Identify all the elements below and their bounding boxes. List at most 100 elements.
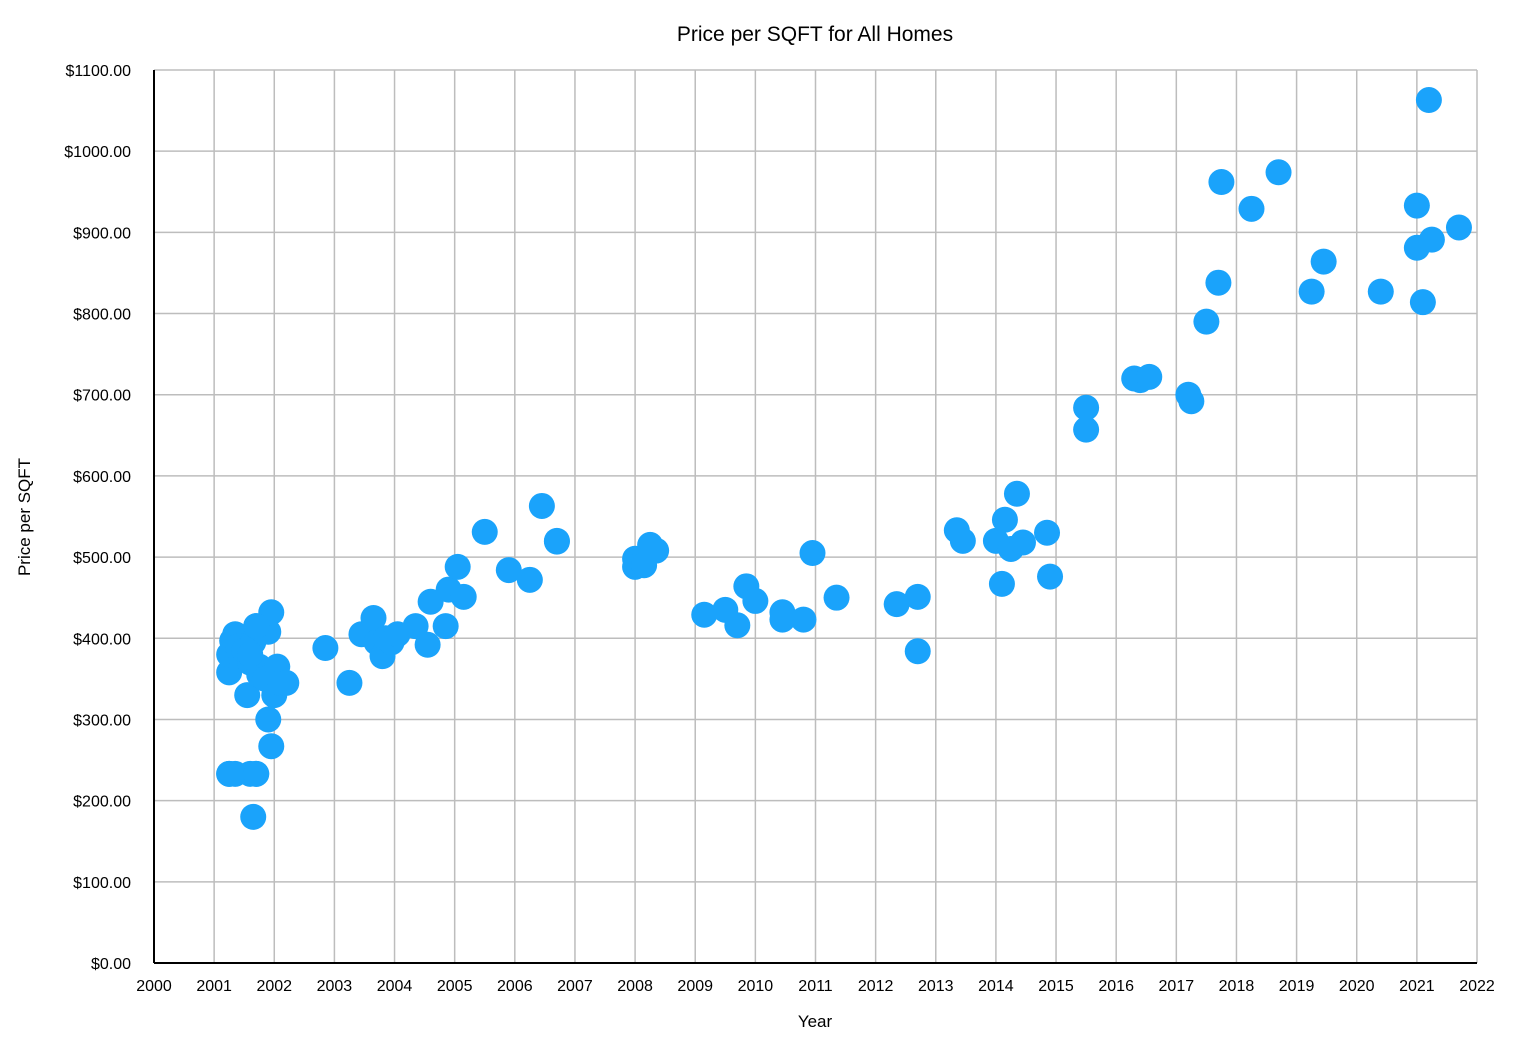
data-point: [516, 566, 543, 593]
y-tick-label: $0.00: [91, 956, 131, 973]
data-point: [543, 528, 570, 555]
data-point: [769, 606, 796, 633]
data-point: [949, 527, 976, 554]
data-point: [237, 641, 264, 668]
y-tick-label: $700.00: [73, 388, 131, 405]
y-tick-label: $900.00: [73, 225, 131, 242]
data-points: [216, 87, 1472, 830]
data-point: [724, 612, 751, 639]
data-point: [1298, 278, 1325, 305]
x-tick-label: 2010: [738, 978, 774, 995]
data-point: [234, 682, 261, 709]
x-tick-label: 2008: [617, 978, 653, 995]
data-point: [273, 669, 300, 696]
y-tick-label: $800.00: [73, 307, 131, 324]
data-point: [471, 518, 498, 545]
data-point: [1037, 563, 1064, 590]
data-point: [402, 613, 429, 640]
x-axis-title: Year: [798, 1012, 833, 1031]
x-tick-label: 2022: [1459, 978, 1495, 995]
x-tick-label: 2003: [317, 978, 353, 995]
data-point: [444, 553, 471, 580]
chart-title: Price per SQFT for All Homes: [677, 23, 953, 46]
y-axis-title: Price per SQFT: [15, 458, 34, 576]
data-point: [643, 537, 670, 564]
y-tick-label: $100.00: [73, 875, 131, 892]
data-point: [1034, 519, 1061, 546]
data-point: [360, 604, 387, 631]
y-tick-labels: $0.00 $100.00 $200.00 $300.00 $400.00 $500.00…: [64, 63, 131, 973]
x-tick-label: 2016: [1098, 978, 1134, 995]
data-point: [1265, 159, 1292, 186]
x-tick-label: 2019: [1279, 978, 1315, 995]
data-point: [1193, 308, 1220, 335]
data-point: [1403, 192, 1430, 219]
data-point: [414, 631, 441, 658]
x-tick-label: 2011: [798, 978, 833, 995]
x-tick-label: 2009: [677, 978, 713, 995]
data-point: [1445, 214, 1472, 241]
data-point: [432, 613, 459, 640]
data-point: [240, 803, 267, 830]
x-tick-label: 2018: [1219, 978, 1255, 995]
y-tick-label: $200.00: [73, 794, 131, 811]
x-tick-label: 2017: [1159, 978, 1195, 995]
data-point: [1009, 529, 1036, 556]
x-tick-label: 2021: [1399, 978, 1435, 995]
data-point: [1367, 278, 1394, 305]
data-point: [691, 601, 718, 628]
data-point: [988, 570, 1015, 597]
x-tick-label: 2013: [918, 978, 954, 995]
data-point: [312, 635, 339, 662]
data-point: [450, 583, 477, 610]
data-point: [1310, 248, 1337, 275]
x-tick-label: 2020: [1339, 978, 1375, 995]
axes: [153, 70, 1477, 964]
x-tick-label: 2006: [497, 978, 533, 995]
data-point: [336, 669, 363, 696]
x-tick-label: 2007: [557, 978, 593, 995]
data-point: [255, 706, 282, 733]
x-tick-label: 2012: [858, 978, 894, 995]
data-point: [1409, 289, 1436, 316]
x-tick-label: 2015: [1038, 978, 1074, 995]
y-tick-label: $1100.00: [65, 63, 131, 80]
data-point: [243, 760, 270, 787]
data-point: [790, 606, 817, 633]
x-tick-label: 2001: [196, 978, 232, 995]
data-point: [1415, 87, 1442, 114]
data-point: [1073, 394, 1100, 421]
y-tick-label: $1000.00: [64, 144, 131, 161]
data-point: [1238, 195, 1265, 222]
data-point: [823, 584, 850, 611]
data-point: [1073, 416, 1100, 443]
data-point: [528, 492, 555, 519]
data-point: [1205, 269, 1232, 296]
data-point: [258, 733, 285, 760]
data-point: [799, 540, 826, 567]
x-tick-label: 2004: [377, 978, 413, 995]
y-tick-label: $500.00: [73, 550, 131, 567]
data-point: [1178, 388, 1205, 415]
data-point: [1418, 226, 1445, 253]
data-point: [1136, 363, 1163, 390]
x-tick-label: 2000: [136, 978, 172, 995]
data-point: [1003, 480, 1030, 507]
data-point: [742, 587, 769, 614]
data-point: [1208, 169, 1235, 196]
data-point: [904, 638, 931, 665]
x-tick-label: 2014: [978, 978, 1014, 995]
data-point: [991, 506, 1018, 533]
x-tick-label: 2002: [256, 978, 292, 995]
data-point: [883, 591, 910, 618]
x-tick-label: 2005: [437, 978, 473, 995]
x-tick-labels: 2000 2001 2002 2003 2004 2005 2006 2007 2008 2009…: [136, 978, 1495, 995]
data-point: [904, 583, 931, 610]
y-tick-label: $300.00: [73, 712, 131, 729]
grid-lines: [154, 69, 1478, 963]
y-tick-label: $400.00: [73, 631, 131, 648]
data-point: [243, 613, 270, 640]
y-tick-label: $600.00: [73, 469, 131, 486]
data-point: [222, 760, 249, 787]
